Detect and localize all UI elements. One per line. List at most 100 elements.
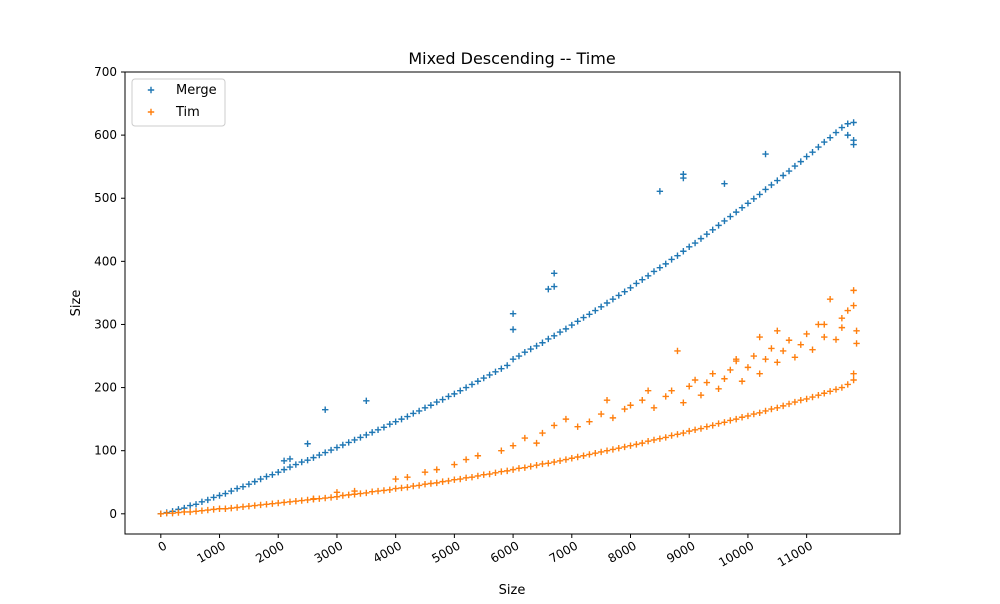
data-point-tim xyxy=(779,347,787,355)
y-tick-label: 200 xyxy=(94,381,117,395)
data-point-merge xyxy=(603,299,611,307)
data-point-merge xyxy=(322,449,329,456)
data-point-tim xyxy=(363,489,370,497)
data-point-merge xyxy=(333,444,341,451)
data-point-tim xyxy=(556,457,564,464)
data-point-tim xyxy=(498,447,505,454)
data-point-tim xyxy=(680,399,687,406)
data-point-tim xyxy=(668,387,675,394)
data-point-merge xyxy=(527,345,534,353)
y-tick-label: 600 xyxy=(94,128,117,142)
data-point-merge xyxy=(826,134,834,141)
data-point-merge xyxy=(721,180,728,187)
data-point-tim xyxy=(832,386,840,393)
data-point-merge xyxy=(844,131,851,139)
data-point-merge xyxy=(838,124,846,131)
data-point-merge xyxy=(345,439,352,446)
data-point-tim xyxy=(738,414,746,421)
data-point-merge xyxy=(533,342,540,350)
data-point-merge xyxy=(562,325,570,333)
data-point-tim xyxy=(586,418,593,425)
data-point-merge xyxy=(668,256,675,263)
data-point-tim xyxy=(492,469,499,476)
data-point-merge xyxy=(480,374,487,382)
data-point-merge xyxy=(803,153,810,160)
legend: Merge Tim xyxy=(131,78,226,127)
data-point-merge xyxy=(633,280,640,287)
data-point-tim xyxy=(574,453,581,461)
data-point-tim xyxy=(562,456,570,463)
data-point-merge xyxy=(644,272,652,280)
data-point-merge xyxy=(650,268,658,275)
data-point-merge xyxy=(674,252,681,259)
y-tick-label: 100 xyxy=(94,444,117,458)
data-point-tim xyxy=(774,359,781,366)
data-point-tim xyxy=(233,504,241,511)
data-point-tim xyxy=(762,407,769,415)
data-point-merge xyxy=(445,393,452,400)
data-point-merge xyxy=(756,191,763,198)
data-point-tim xyxy=(850,302,857,309)
data-point-tim xyxy=(181,508,188,516)
x-axis-label: Size xyxy=(499,583,526,598)
data-point-tim xyxy=(474,472,482,480)
data-point-tim xyxy=(327,494,335,501)
data-point-tim xyxy=(797,341,804,348)
data-point-tim xyxy=(768,405,775,413)
data-point-tim xyxy=(462,474,470,482)
data-point-tim xyxy=(809,346,816,353)
data-point-merge xyxy=(509,310,517,317)
data-point-tim xyxy=(732,415,740,423)
data-point-merge xyxy=(592,307,599,314)
data-point-tim xyxy=(521,434,529,442)
data-point-tim xyxy=(245,503,253,510)
data-point-tim xyxy=(721,419,728,426)
data-point-tim xyxy=(639,396,646,404)
data-point-merge xyxy=(433,398,440,406)
data-point-merge xyxy=(304,456,311,464)
data-point-tim xyxy=(791,354,799,361)
data-point-tim xyxy=(592,450,599,457)
data-point-tim xyxy=(826,296,834,303)
data-point-merge xyxy=(298,458,305,466)
data-point-tim xyxy=(627,442,634,449)
data-point-tim xyxy=(768,345,775,352)
data-point-tim xyxy=(821,333,828,341)
data-point-tim xyxy=(457,475,464,483)
data-point-tim xyxy=(686,383,693,390)
data-point-merge xyxy=(762,186,769,193)
data-point-tim xyxy=(715,385,722,393)
data-point-tim xyxy=(404,473,411,481)
data-point-tim xyxy=(216,505,223,512)
data-point-tim xyxy=(509,466,517,473)
data-point-merge xyxy=(509,326,517,333)
data-point-merge xyxy=(492,368,499,375)
data-point-tim xyxy=(462,456,470,463)
legend-label-merge: Merge xyxy=(176,83,217,98)
data-point-tim xyxy=(210,506,217,513)
data-point-tim xyxy=(756,333,763,341)
data-point-tim xyxy=(821,321,828,328)
data-point-merge xyxy=(850,136,857,144)
data-point-merge xyxy=(251,478,258,485)
data-point-merge xyxy=(515,352,523,360)
data-point-tim xyxy=(550,458,558,466)
data-point-tim xyxy=(275,499,282,507)
data-point-merge xyxy=(797,158,804,165)
data-point-tim xyxy=(298,497,305,504)
data-point-tim xyxy=(732,355,740,363)
data-point-tim xyxy=(744,412,752,420)
data-point-merge xyxy=(521,349,529,356)
data-point-tim xyxy=(239,503,247,511)
data-point-tim xyxy=(392,475,399,483)
data-point-merge xyxy=(351,436,358,444)
data-point-tim xyxy=(421,480,429,488)
data-point-tim xyxy=(586,451,593,458)
data-point-merge xyxy=(286,455,294,463)
data-point-tim xyxy=(621,405,628,413)
data-point-tim xyxy=(292,497,300,505)
data-point-tim xyxy=(853,340,860,347)
data-point-merge xyxy=(662,260,669,268)
data-point-merge xyxy=(750,195,758,203)
